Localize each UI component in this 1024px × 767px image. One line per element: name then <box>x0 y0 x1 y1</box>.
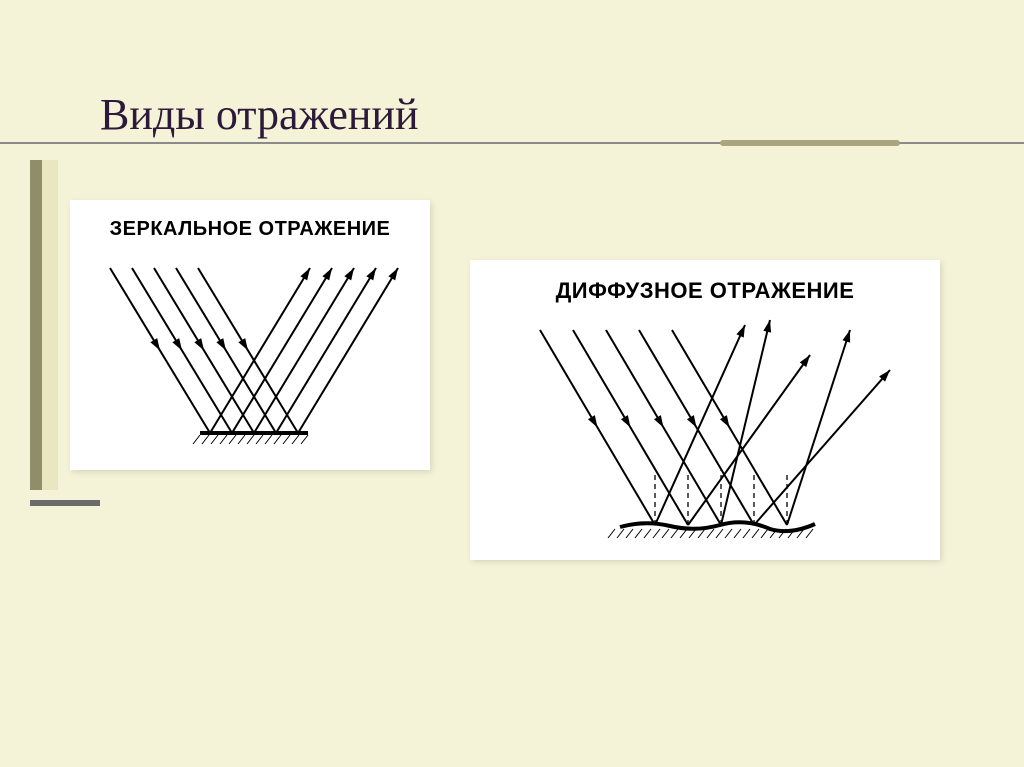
panel-specular: ЗЕРКАЛЬНОЕ ОТРАЖЕНИЕ <box>70 200 430 470</box>
title-underline-knob <box>720 140 900 146</box>
panel-diffuse-title: ДИФФУЗНОЕ ОТРАЖЕНИЕ <box>470 278 940 304</box>
left-accent-bar <box>30 160 58 490</box>
left-stub-line <box>30 500 100 506</box>
panel-diffuse: ДИФФУЗНОЕ ОТРАЖЕНИЕ <box>470 260 940 560</box>
slide-title: Виды отражений <box>100 89 419 140</box>
title-underline <box>0 140 1024 146</box>
diagram-specular <box>70 248 430 468</box>
panel-specular-title: ЗЕРКАЛЬНОЕ ОТРАЖЕНИЕ <box>70 218 430 241</box>
slide: Виды отражений ЗЕРКАЛЬНОЕ ОТРАЖЕНИЕ ДИФФ… <box>0 0 1024 767</box>
left-accent-dark <box>30 160 42 490</box>
left-accent-light <box>42 160 58 490</box>
diagram-diffuse <box>470 315 940 555</box>
